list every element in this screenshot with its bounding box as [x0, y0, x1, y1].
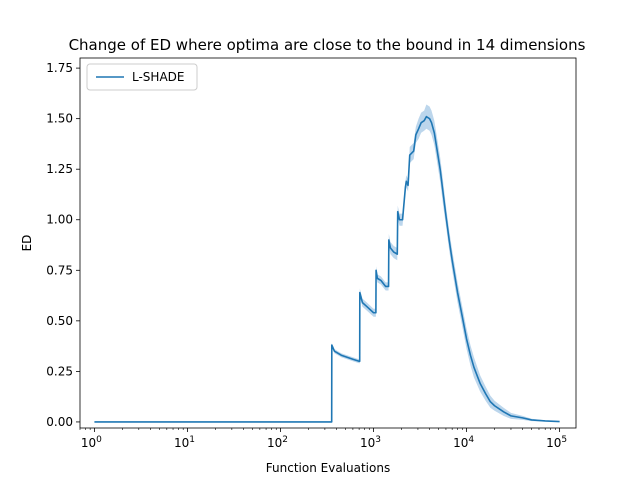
chart-title: Change of ED where optima are close to t… [69, 36, 586, 54]
legend: L-SHADE [86, 63, 198, 91]
y-tick-label: 1.00 [46, 213, 73, 227]
axes-frame [79, 57, 577, 429]
legend-label-l-shade: L-SHADE [132, 70, 184, 84]
y-tick-label: 1.75 [46, 61, 73, 75]
y-axis-label: ED [20, 235, 34, 252]
y-tick-label: 1.50 [46, 112, 73, 126]
y-tick-label: 0.75 [46, 263, 73, 277]
y-tick-label: 0.25 [46, 364, 73, 378]
y-tick-label: 0.50 [46, 314, 73, 328]
legend-box [86, 63, 198, 91]
plot-area [94, 104, 560, 423]
x-axis-label: Function Evaluations [266, 461, 390, 475]
y-tick-label: 0.00 [46, 415, 73, 429]
series-line-l-shade [94, 115, 560, 423]
confidence-band-l-shade [94, 104, 560, 422]
y-tick-label: 1.25 [46, 162, 73, 176]
